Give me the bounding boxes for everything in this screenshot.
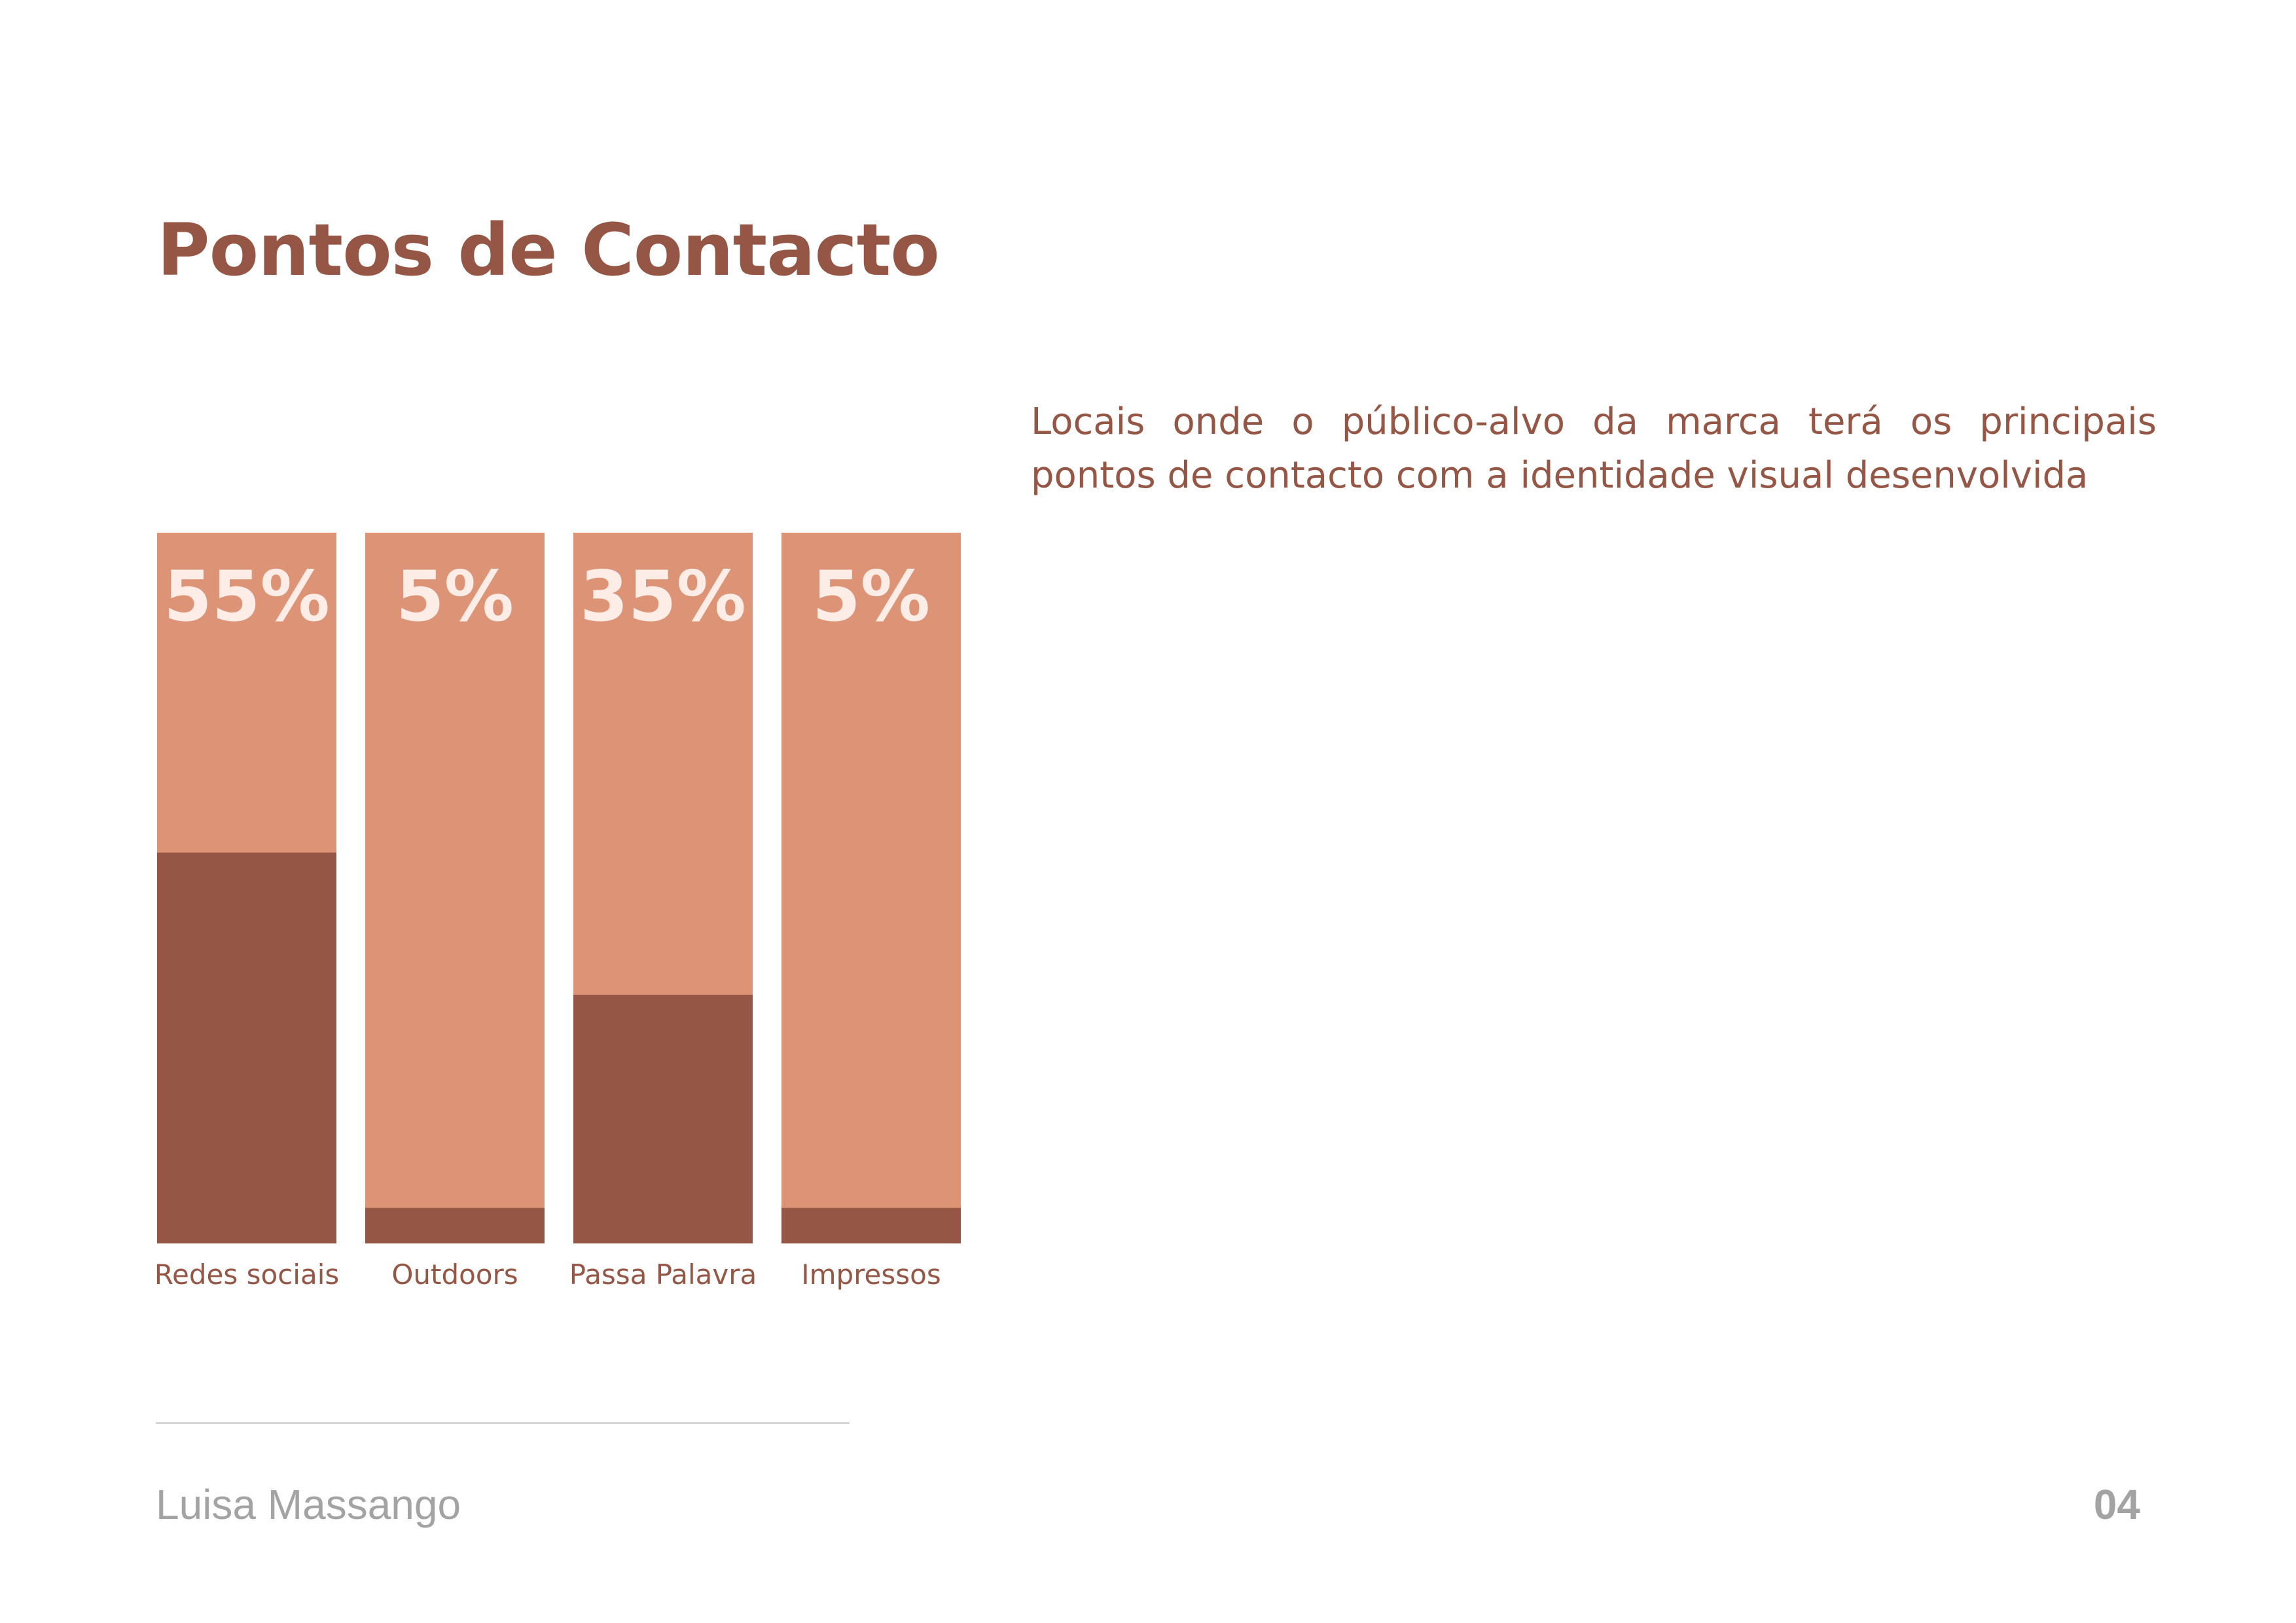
bars-layer: [157, 533, 961, 1243]
value-label-impressos: 5%: [812, 556, 930, 637]
footer-divider: [156, 1422, 850, 1424]
bar-value-outdoors: [365, 1207, 545, 1243]
category-labels-layer: Redes sociais Outdoors Passa Palavra Impres…: [154, 1258, 941, 1291]
bar-value-impressos: [781, 1207, 961, 1243]
category-label-redes-sociais: Redes sociais: [154, 1258, 340, 1291]
bar-track-impressos: [781, 533, 961, 1243]
page-title: Pontos de Contacto: [157, 208, 940, 292]
category-label-passa-palavra: Passa Palavra: [569, 1258, 757, 1291]
bar-value-redes-sociais: [157, 852, 336, 1243]
category-label-impressos: Impressos: [801, 1258, 941, 1291]
value-label-passa-palavra: 35%: [580, 556, 746, 637]
page-number: 04: [2093, 1481, 2140, 1528]
bar-value-passa-palavra: [573, 994, 753, 1243]
chart-description: Locais onde o público-alvo da marca terá…: [1031, 401, 2157, 497]
value-label-outdoors: 5%: [396, 556, 514, 637]
bar-track-outdoors: [365, 533, 545, 1243]
footer-author: Luisa Massango: [156, 1481, 461, 1528]
value-labels-layer: 55% 5% 35% 5%: [164, 556, 930, 637]
value-label-redes-sociais: 55%: [164, 556, 330, 637]
category-label-outdoors: Outdoors: [391, 1258, 518, 1291]
